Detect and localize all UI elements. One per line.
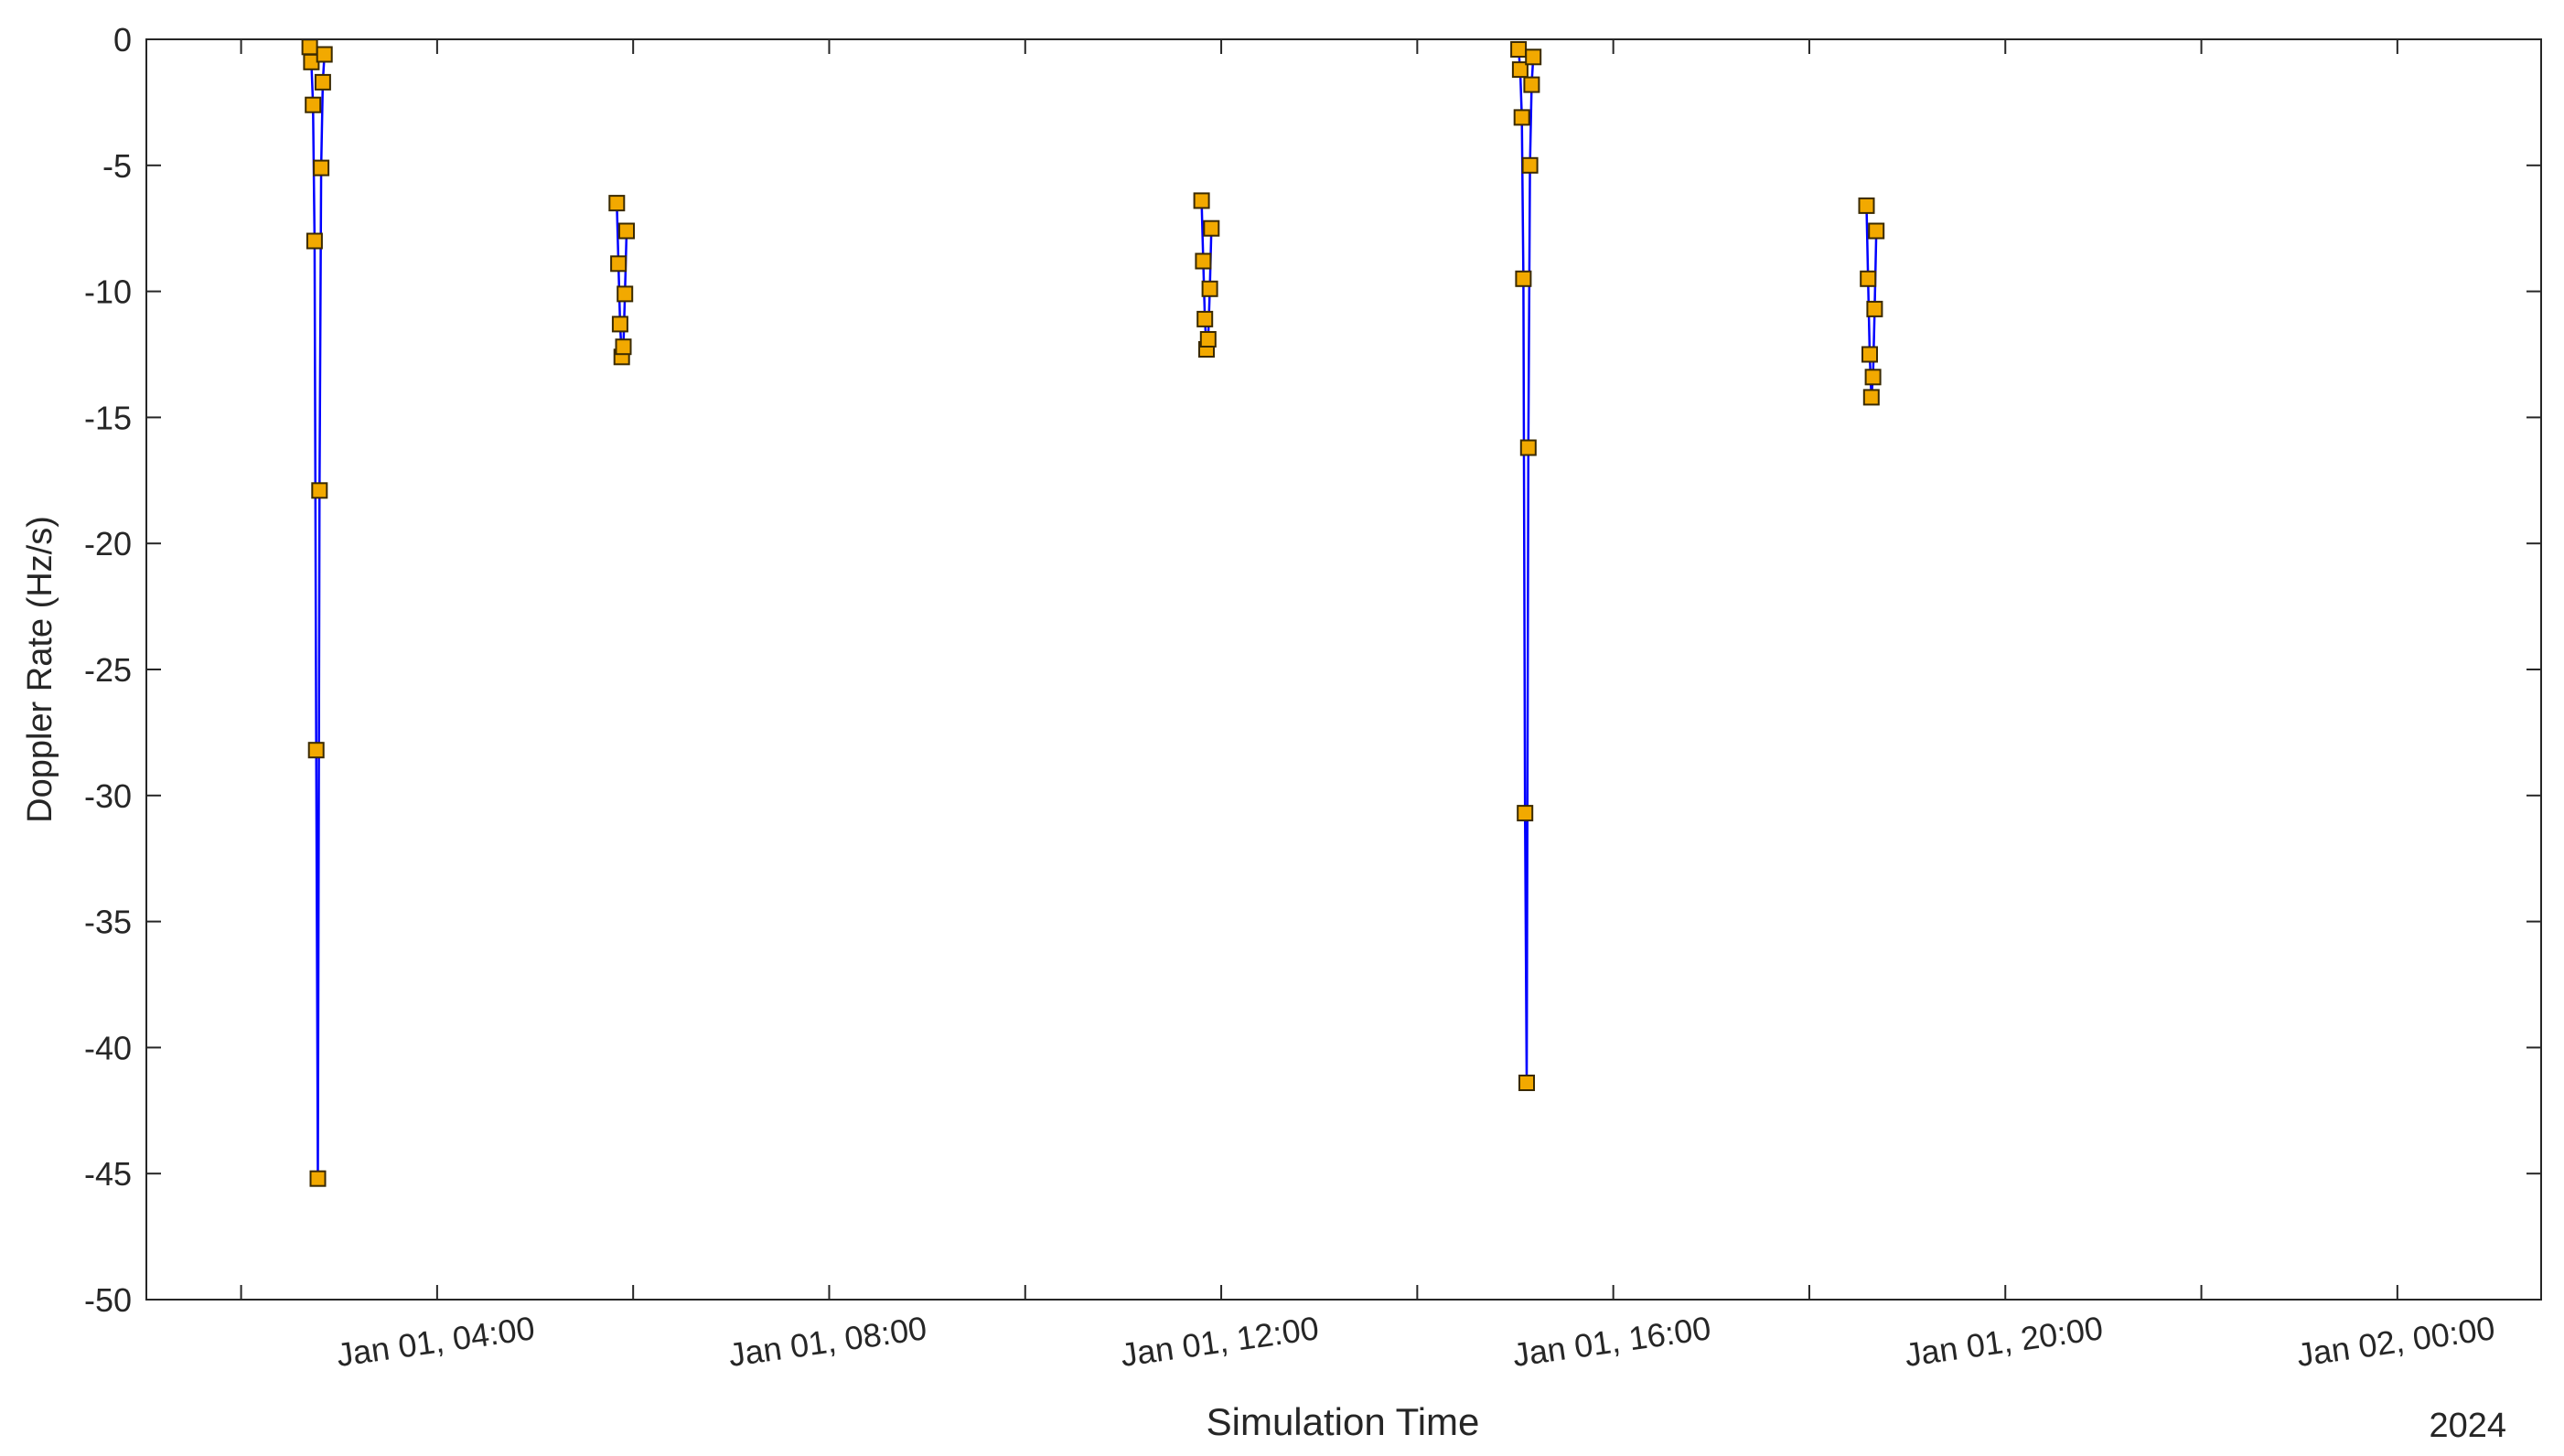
data-point [611,316,628,333]
y-tick-label: -40 [84,1029,132,1066]
x-tick-label: Jan 01, 04:00 [334,1309,537,1374]
y-tick-label: 0 [113,21,132,59]
y-axis: 0 -5 -10 -15 -20 -25 -30 -35 -40 -45 -50 [84,21,2541,1319]
data-point [1518,1075,1535,1091]
x-axis-secondary-label: 2024 [2429,1407,2506,1445]
data-point [311,482,328,499]
y-tick-label: -50 [84,1281,132,1319]
data-point [1193,192,1210,209]
data-point [1511,61,1529,79]
x-tick-label: Jan 01, 12:00 [1118,1309,1321,1374]
y-tick-label: -30 [84,777,132,815]
data-point [316,46,333,63]
data-point [1862,389,1880,406]
data-point [618,222,635,240]
series-line-pass-4 [1517,48,1535,1084]
data-point [1860,270,1877,287]
data-point [1868,222,1885,240]
y-tick-label: -15 [84,399,132,436]
data-point [615,338,632,356]
data-point [305,96,322,113]
data-point [1519,439,1537,456]
data-point [1201,280,1218,297]
data-point [1864,369,1882,386]
data-point [1525,48,1542,66]
data-point [617,285,634,303]
plot-area [146,39,2541,1300]
series-line-pass-1 [308,47,326,1179]
data-point [1510,41,1528,58]
data-point [1523,76,1540,93]
data-point [1517,805,1534,822]
data-point [309,1170,327,1187]
y-tick-label: -35 [84,904,132,941]
data-point [1195,252,1212,270]
data-point [1861,346,1878,363]
data-point [1199,331,1217,348]
data-point [306,232,323,250]
data-point [1515,270,1532,287]
data-point [610,255,628,273]
y-tick-label: -5 [102,147,132,185]
y-tick-label: -20 [84,525,132,562]
data-point [608,195,626,212]
y-axis-label: Doppler Rate (Hz/s) [21,516,59,823]
data-point [1203,219,1220,237]
marker-layer [301,38,1885,1187]
x-tick-label: Jan 01, 20:00 [1903,1309,2106,1374]
x-tick-label: Jan 02, 00:00 [2294,1309,2497,1374]
data-point [1196,310,1214,327]
data-point [301,38,318,56]
data-point [1858,197,1875,214]
data-point [1513,109,1530,126]
x-tick-label: Jan 01, 08:00 [726,1309,929,1374]
data-point [307,742,325,759]
data-point [314,73,331,91]
y-tick-label: -45 [84,1155,132,1193]
data-point [1521,156,1539,174]
x-tick-label: Jan 01, 16:00 [1510,1309,1713,1374]
y-tick-label: -25 [84,651,132,689]
y-tick-label: -10 [84,273,132,311]
data-point [313,159,330,177]
x-axis-label: Simulation Time [1207,1400,1480,1443]
data-point [1866,300,1883,317]
